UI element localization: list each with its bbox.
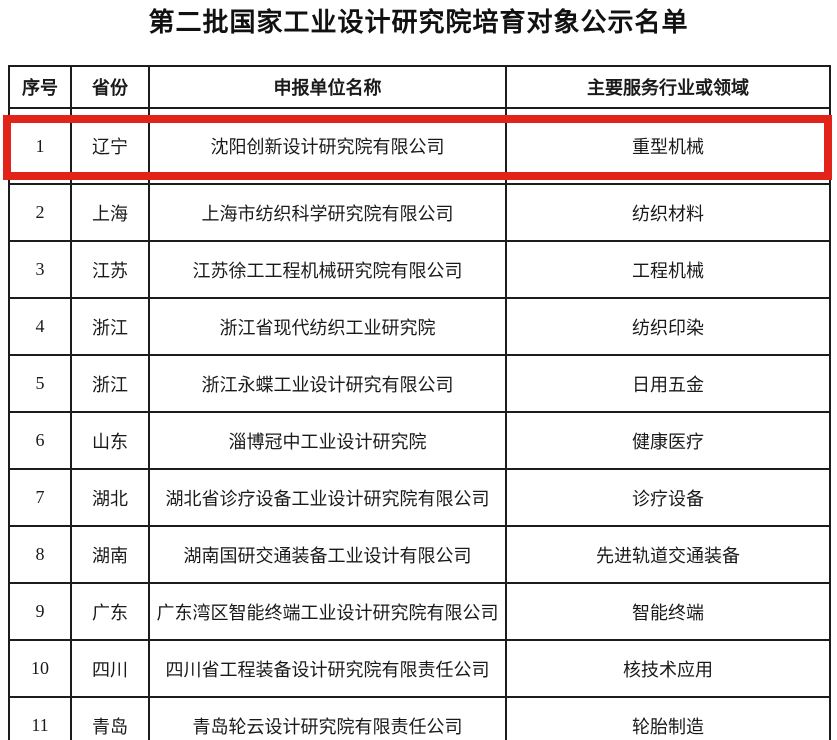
cell-no: 8 (8, 525, 72, 584)
cell-org: 沈阳创新设计研究院有限公司 (148, 107, 507, 185)
header-cell-province: 省份 (70, 65, 150, 109)
cell-no: 10 (8, 639, 72, 698)
cell-field: 智能终端 (505, 582, 831, 641)
cell-province: 上海 (70, 183, 150, 242)
cell-no: 9 (8, 582, 72, 641)
cell-field: 诊疗设备 (505, 468, 831, 527)
header-cell-org: 申报单位名称 (148, 65, 507, 109)
cell-province: 四川 (70, 639, 150, 698)
cell-org: 广东湾区智能终端工业设计研究院有限公司 (148, 582, 507, 641)
cell-province: 辽宁 (70, 107, 150, 185)
table-row: 5 浙江 浙江永蝶工业设计研究有限公司 日用五金 (8, 354, 831, 413)
cell-org: 江苏徐工工程机械研究院有限公司 (148, 240, 507, 299)
table-row: 9 广东 广东湾区智能终端工业设计研究院有限公司 智能终端 (8, 582, 831, 641)
cell-province: 山东 (70, 411, 150, 470)
cell-field: 先进轨道交通装备 (505, 525, 831, 584)
table-row: 10 四川 四川省工程装备设计研究院有限责任公司 核技术应用 (8, 639, 831, 698)
cell-org: 浙江永蝶工业设计研究有限公司 (148, 354, 507, 413)
table-body: 1 辽宁 沈阳创新设计研究院有限公司 重型机械 2 上海 上海市纺织科学研究院有… (8, 107, 831, 740)
cell-province: 青岛 (70, 696, 150, 740)
cell-no: 1 (8, 107, 72, 185)
page-title: 第二批国家工业设计研究院培育对象公示名单 (148, 8, 689, 37)
cell-org: 湖南国研交通装备工业设计有限公司 (148, 525, 507, 584)
announcement-table: 序号 省份 申报单位名称 主要服务行业或领域 1 辽宁 沈阳创新设计研究院有限公… (8, 65, 831, 740)
cell-field: 工程机械 (505, 240, 831, 299)
cell-province: 浙江 (70, 297, 150, 356)
cell-field: 健康医疗 (505, 411, 831, 470)
cell-no: 4 (8, 297, 72, 356)
cell-field: 重型机械 (505, 107, 831, 185)
table-row: 6 山东 淄博冠中工业设计研究院 健康医疗 (8, 411, 831, 470)
table-row: 8 湖南 湖南国研交通装备工业设计有限公司 先进轨道交通装备 (8, 525, 831, 584)
table-row: 7 湖北 湖北省诊疗设备工业设计研究院有限公司 诊疗设备 (8, 468, 831, 527)
cell-province: 湖南 (70, 525, 150, 584)
cell-no: 3 (8, 240, 72, 299)
cell-province: 湖北 (70, 468, 150, 527)
cell-org: 浙江省现代纺织工业研究院 (148, 297, 507, 356)
cell-province: 广东 (70, 582, 150, 641)
table-row: 11 青岛 青岛轮云设计研究院有限责任公司 轮胎制造 (8, 696, 831, 740)
header-cell-field: 主要服务行业或领域 (505, 65, 831, 109)
cell-no: 11 (8, 696, 72, 740)
cell-org: 湖北省诊疗设备工业设计研究院有限公司 (148, 468, 507, 527)
cell-org: 上海市纺织科学研究院有限公司 (148, 183, 507, 242)
cell-field: 纺织印染 (505, 297, 831, 356)
cell-province: 江苏 (70, 240, 150, 299)
header-cell-no: 序号 (8, 65, 72, 109)
table-row: 2 上海 上海市纺织科学研究院有限公司 纺织材料 (8, 183, 831, 242)
table-row: 3 江苏 江苏徐工工程机械研究院有限公司 工程机械 (8, 240, 831, 299)
cell-field: 日用五金 (505, 354, 831, 413)
cell-province: 浙江 (70, 354, 150, 413)
cell-no: 6 (8, 411, 72, 470)
cell-field: 核技术应用 (505, 639, 831, 698)
cell-no: 7 (8, 468, 72, 527)
cell-no: 2 (8, 183, 72, 242)
header-row: 序号 省份 申报单位名称 主要服务行业或领域 (8, 65, 831, 109)
cell-org: 青岛轮云设计研究院有限责任公司 (148, 696, 507, 740)
cell-org: 四川省工程装备设计研究院有限责任公司 (148, 639, 507, 698)
table-row: 1 辽宁 沈阳创新设计研究院有限公司 重型机械 (8, 107, 831, 185)
cell-field: 纺织材料 (505, 183, 831, 242)
cell-no: 5 (8, 354, 72, 413)
cell-org: 淄博冠中工业设计研究院 (148, 411, 507, 470)
table-row: 4 浙江 浙江省现代纺织工业研究院 纺织印染 (8, 297, 831, 356)
cell-field: 轮胎制造 (505, 696, 831, 740)
